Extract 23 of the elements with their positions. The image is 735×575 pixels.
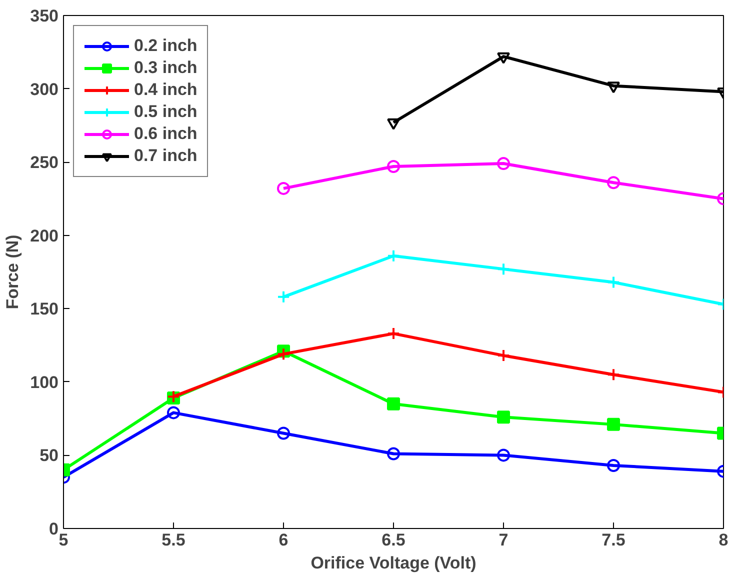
- y-tick-label: 300: [30, 80, 59, 99]
- x-tick-label: 5.5: [162, 530, 186, 550]
- y-tick-label: 50: [40, 446, 59, 466]
- legend-label: 0.2 inch: [134, 36, 198, 56]
- legend-label: 0.6 inch: [134, 124, 198, 144]
- x-axis-title: Orifice Voltage (Volt): [310, 554, 476, 572]
- x-tick-label: 6: [278, 530, 288, 550]
- y-tick-label: 150: [30, 300, 59, 319]
- y-tick-label: 0: [49, 520, 59, 538]
- x-tick-label: 7.5: [602, 530, 626, 550]
- x-tick-label: 8: [718, 530, 728, 550]
- y-axis-title: Force (N): [3, 234, 22, 310]
- x-tick-label: 5: [58, 530, 68, 550]
- legend-label: 0.3 inch: [134, 58, 198, 78]
- legend-label: 0.5 inch: [134, 102, 198, 122]
- legend-label: 0.4 inch: [134, 80, 198, 100]
- legend-label: 0.7 inch: [134, 146, 198, 166]
- x-tick-label: 7: [498, 530, 508, 550]
- y-tick-label: 250: [30, 153, 59, 172]
- x-tick-label: 6.5: [382, 530, 406, 550]
- y-tick-label: 200: [30, 226, 59, 246]
- y-tick-label: 100: [30, 372, 59, 392]
- y-tick-label: 350: [30, 6, 59, 26]
